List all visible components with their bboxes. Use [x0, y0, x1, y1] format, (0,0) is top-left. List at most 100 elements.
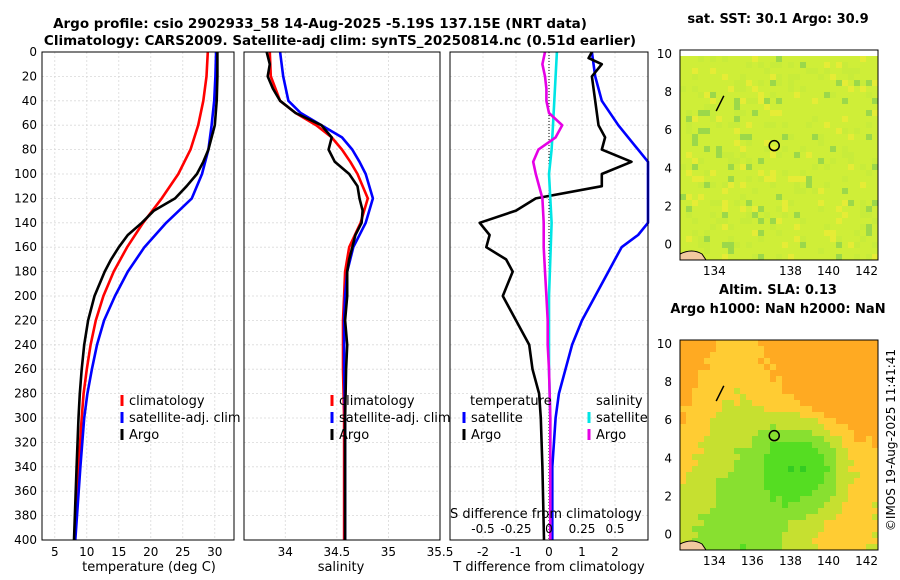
depth-tick-label: 400: [14, 533, 37, 547]
depth-tick-label: 20: [22, 69, 37, 83]
s-tick-label: 0: [545, 522, 553, 536]
depth-axis: 0 20 40 60 80 100 120 140 160 180 200 220 240 260 280 3…: [14, 45, 37, 547]
imos-timestamp: ©IMOS 19-Aug-2025 11:41:41: [884, 349, 898, 531]
depth-tick-label: 160: [14, 240, 37, 254]
sla-map-title-line1: Altim. SLA: 0.13: [719, 283, 837, 298]
depth-tick-label: 300: [14, 411, 37, 425]
legend-s-satellite: satellite: [596, 411, 648, 426]
lon-tick-label: 138: [779, 264, 802, 278]
series-line-argo: [72, 52, 219, 541]
x-tick-label: 10: [79, 545, 94, 559]
lat-tick-label: 6: [664, 413, 672, 427]
legend-argo: Argo: [129, 428, 159, 443]
x-tick-label: 25: [175, 545, 190, 559]
depth-tick-label: 180: [14, 265, 37, 279]
depth-tick-label: 340: [14, 460, 37, 474]
depth-tick-label: 60: [22, 118, 37, 132]
lon-tick-label: 140: [817, 264, 840, 278]
legend-t-argo: Argo: [471, 428, 501, 443]
lat-tick-label: 6: [664, 123, 672, 137]
legend-argo: Argo: [339, 428, 369, 443]
lat-tick-label: 4: [664, 161, 672, 175]
x-tick-label: 30: [207, 545, 222, 559]
depth-tick-label: 360: [14, 484, 37, 498]
series-line-satellite-adj-clim: [74, 51, 218, 541]
x-tick-label: 1: [578, 545, 586, 559]
lon-tick-label: 142: [855, 264, 878, 278]
x-tick-label: -2: [477, 545, 489, 559]
legend-t-satellite: satellite: [471, 411, 523, 426]
series-line-climatology: [73, 51, 210, 541]
x-tick-label: 20: [143, 545, 158, 559]
lon-tick-label: 134: [703, 264, 726, 278]
temperature-panel: 5 10 15 20 25 30 temperature (deg C) climatol…: [41, 51, 241, 575]
temperature-legend: climatology satellite-adj. clim Argo: [120, 394, 241, 443]
depth-tick-label: 40: [22, 94, 37, 108]
depth-tick-label: 80: [22, 143, 37, 157]
s-tick-label: -0.5: [471, 522, 494, 536]
depth-tick-label: 0: [29, 45, 37, 59]
legend-satellite-adj: satellite-adj. clim: [129, 411, 241, 426]
difference-xlabel: T difference from climatology: [452, 560, 645, 575]
difference-panel: -2 -1 0 1 2 -0.5 -0.25 0 0.25 0.5 S difference f…: [449, 51, 650, 575]
s-tick-label: 0.25: [569, 522, 596, 536]
depth-tick-label: 260: [14, 362, 37, 376]
profile-location-marker: [768, 139, 780, 152]
legend-temperature-title: temperature: [470, 394, 552, 409]
sla-map-panel: Altim. SLA: 0.13 Argo h1000: NaN h2000: …: [657, 283, 886, 568]
lat-tick-label: 4: [664, 451, 672, 465]
lat-tick-label: 8: [664, 85, 672, 99]
lon-tick-label: 138: [779, 554, 802, 568]
sst-map-title: sat. SST: 30.1 Argo: 30.9: [687, 12, 868, 27]
lon-tick-label: 136: [741, 554, 764, 568]
lon-tick-label: 142: [855, 554, 878, 568]
depth-tick-label: 140: [14, 216, 37, 230]
s-tick-label: 0.5: [605, 522, 624, 536]
x-tick-label: 0: [545, 545, 553, 559]
salinity-legend: climatology satellite-adj. clim Argo: [330, 394, 451, 443]
lat-tick-label: 8: [664, 375, 672, 389]
s-tick-label: -0.25: [500, 522, 531, 536]
x-tick-label: 5: [51, 545, 59, 559]
profile-location-marker: [768, 429, 780, 442]
depth-tick-label: 380: [14, 509, 37, 523]
legend-s-argo: Argo: [596, 428, 626, 443]
lat-tick-label: 10: [657, 337, 672, 351]
lon-tick-label: 134: [703, 554, 726, 568]
x-tick-label: 34: [278, 545, 293, 559]
series-line-temperature-satellite: [550, 51, 650, 540]
sst-map-panel: sat. SST: 30.1 Argo: 30.9 134 138 140 142 10…: [657, 12, 879, 278]
difference-legend: temperature satellite Argo salinity sate…: [462, 394, 648, 443]
x-tick-label: 35.5: [427, 545, 454, 559]
salinity-xlabel: salinity: [318, 560, 365, 575]
series-line-salinity-argo: [531, 51, 564, 540]
x-tick-label: 35: [381, 545, 396, 559]
x-tick-label: -1: [510, 545, 522, 559]
depth-tick-label: 240: [14, 338, 37, 352]
lat-tick-label: 2: [664, 200, 672, 214]
x-tick-label: 15: [111, 545, 126, 559]
series-line-temperature-argo: [478, 51, 633, 541]
lat-tick-label: 10: [657, 47, 672, 61]
x-tick-label: 2: [611, 545, 619, 559]
lon-tick-label: 140: [817, 554, 840, 568]
lat-tick-label: 2: [664, 490, 672, 504]
legend-satellite-adj: satellite-adj. clim: [339, 411, 451, 426]
depth-tick-label: 200: [14, 289, 37, 303]
lat-tick-label: 0: [664, 528, 672, 542]
depth-tick-label: 220: [14, 313, 37, 327]
x-tick-label: 34.5: [323, 545, 350, 559]
island-marker: [715, 385, 725, 402]
figure-title-line1: Argo profile: csio 2902933_58 14-Aug-202…: [53, 16, 587, 32]
legend-climatology: climatology: [339, 394, 415, 409]
depth-tick-label: 100: [14, 167, 37, 181]
temperature-xlabel: temperature (deg C): [82, 560, 216, 575]
lat-tick-label: 0: [664, 238, 672, 252]
legend-climatology: climatology: [129, 394, 205, 409]
figure-title-line2: Climatology: CARS2009. Satellite-adj cli…: [44, 33, 636, 49]
land-mass: [679, 250, 707, 261]
s-difference-label: S difference from climatology: [450, 507, 642, 522]
depth-tick-label: 320: [14, 435, 37, 449]
sla-map-title-line2: Argo h1000: NaN h2000: NaN: [670, 302, 885, 317]
